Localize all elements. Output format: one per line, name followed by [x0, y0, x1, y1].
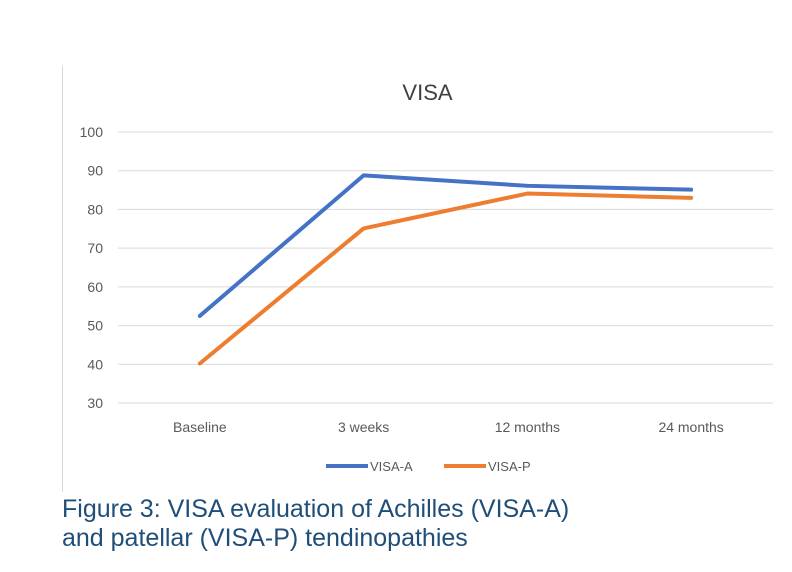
- x-tick-label-2: 12 months: [495, 419, 560, 435]
- y-tick-label-90: 90: [87, 163, 103, 179]
- legend-label-visa-p: VISA-P: [488, 459, 531, 474]
- y-tick-label-30: 30: [87, 395, 103, 411]
- y-tick-label-80: 80: [87, 201, 103, 217]
- series-line-visa-p: [197, 191, 694, 366]
- x-tick-label-1: 3 weeks: [338, 419, 389, 435]
- caption-line-2: and patellar (VISA-P) tendinopathies: [62, 524, 468, 552]
- x-tick-label-3: 24 months: [658, 419, 723, 435]
- x-tick-label-0: Baseline: [173, 419, 227, 435]
- y-tick-label-40: 40: [87, 356, 103, 372]
- y-tick-label-50: 50: [87, 318, 103, 334]
- legend-label-visa-a: VISA-A: [370, 459, 413, 474]
- caption-line-1: Figure 3: VISA evaluation of Achilles (V…: [62, 495, 570, 523]
- figure-left-border: [62, 66, 63, 492]
- line-chart: VISA 30 40 50 60 70 80 90 100 Baseline 3 weeks 12 m…: [80, 80, 773, 474]
- y-tick-label-60: 60: [87, 279, 103, 295]
- chart-title: VISA: [402, 80, 452, 105]
- y-tick-label-70: 70: [87, 240, 103, 256]
- y-tick-label-100: 100: [80, 124, 104, 140]
- series-line-visa-a: [197, 173, 694, 318]
- figure-caption: Figure 3: VISA evaluation of Achilles (V…: [62, 495, 782, 553]
